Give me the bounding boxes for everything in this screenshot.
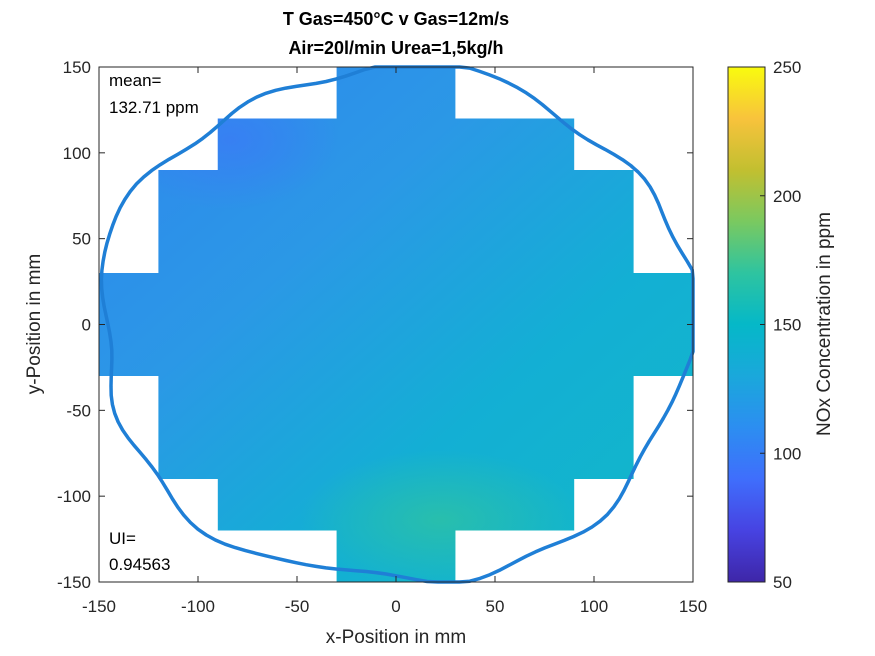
colorbar-tick-label: 200	[773, 187, 801, 206]
x-tick-label: 150	[679, 597, 707, 616]
y-tick-label: 0	[82, 316, 91, 335]
x-axis-label: x-Position in mm	[326, 627, 466, 648]
chart-title-line-1: T Gas=450°C v Gas=12m/s	[283, 9, 509, 29]
colorbar-label: NOx Concentration in ppm	[814, 212, 835, 436]
y-tick-label: 50	[72, 230, 91, 249]
mean-label: mean=	[109, 71, 162, 90]
y-tick-label: -150	[57, 573, 91, 592]
y-tick-label: -100	[57, 487, 91, 506]
colorbar-ticks: 50 100 150 200 250	[760, 58, 801, 592]
x-tick-label: 50	[486, 597, 505, 616]
plot-area: -150 -100 -50 0 50 100 150 -150 -100 -50 0 50 100 15…	[57, 58, 707, 616]
ui-value: 0.94563	[109, 555, 170, 574]
colorbar: 50 100 150 200 250 NOx Concentration in ppm	[727, 58, 835, 592]
mean-value: 132.71 ppm	[109, 98, 199, 117]
colorbar-tick-label: 100	[773, 444, 801, 463]
y-axis-label: y-Position in mm	[24, 254, 45, 394]
colorbar-tick-label: 150	[773, 316, 801, 335]
boundary-outline	[99, 65, 695, 584]
ui-label: UI=	[109, 529, 136, 548]
y-tick-label: -50	[66, 401, 91, 420]
colorbar-tick-label: 250	[773, 58, 801, 77]
x-tick-label: -100	[181, 597, 215, 616]
x-tick-label: 100	[580, 597, 608, 616]
chart-title-line-2: Air=20l/min Urea=1,5kg/h	[288, 38, 503, 58]
x-ticks: -150 -100 -50 0 50 100 150	[82, 67, 707, 616]
y-tick-label: 150	[63, 58, 91, 77]
y-tick-label: 100	[63, 144, 91, 163]
x-tick-label: -150	[82, 597, 116, 616]
x-tick-label: 0	[391, 597, 400, 616]
x-tick-label: -50	[285, 597, 310, 616]
colorbar-tick-label: 50	[773, 573, 792, 592]
y-ticks: -150 -100 -50 0 50 100 150	[57, 58, 693, 592]
